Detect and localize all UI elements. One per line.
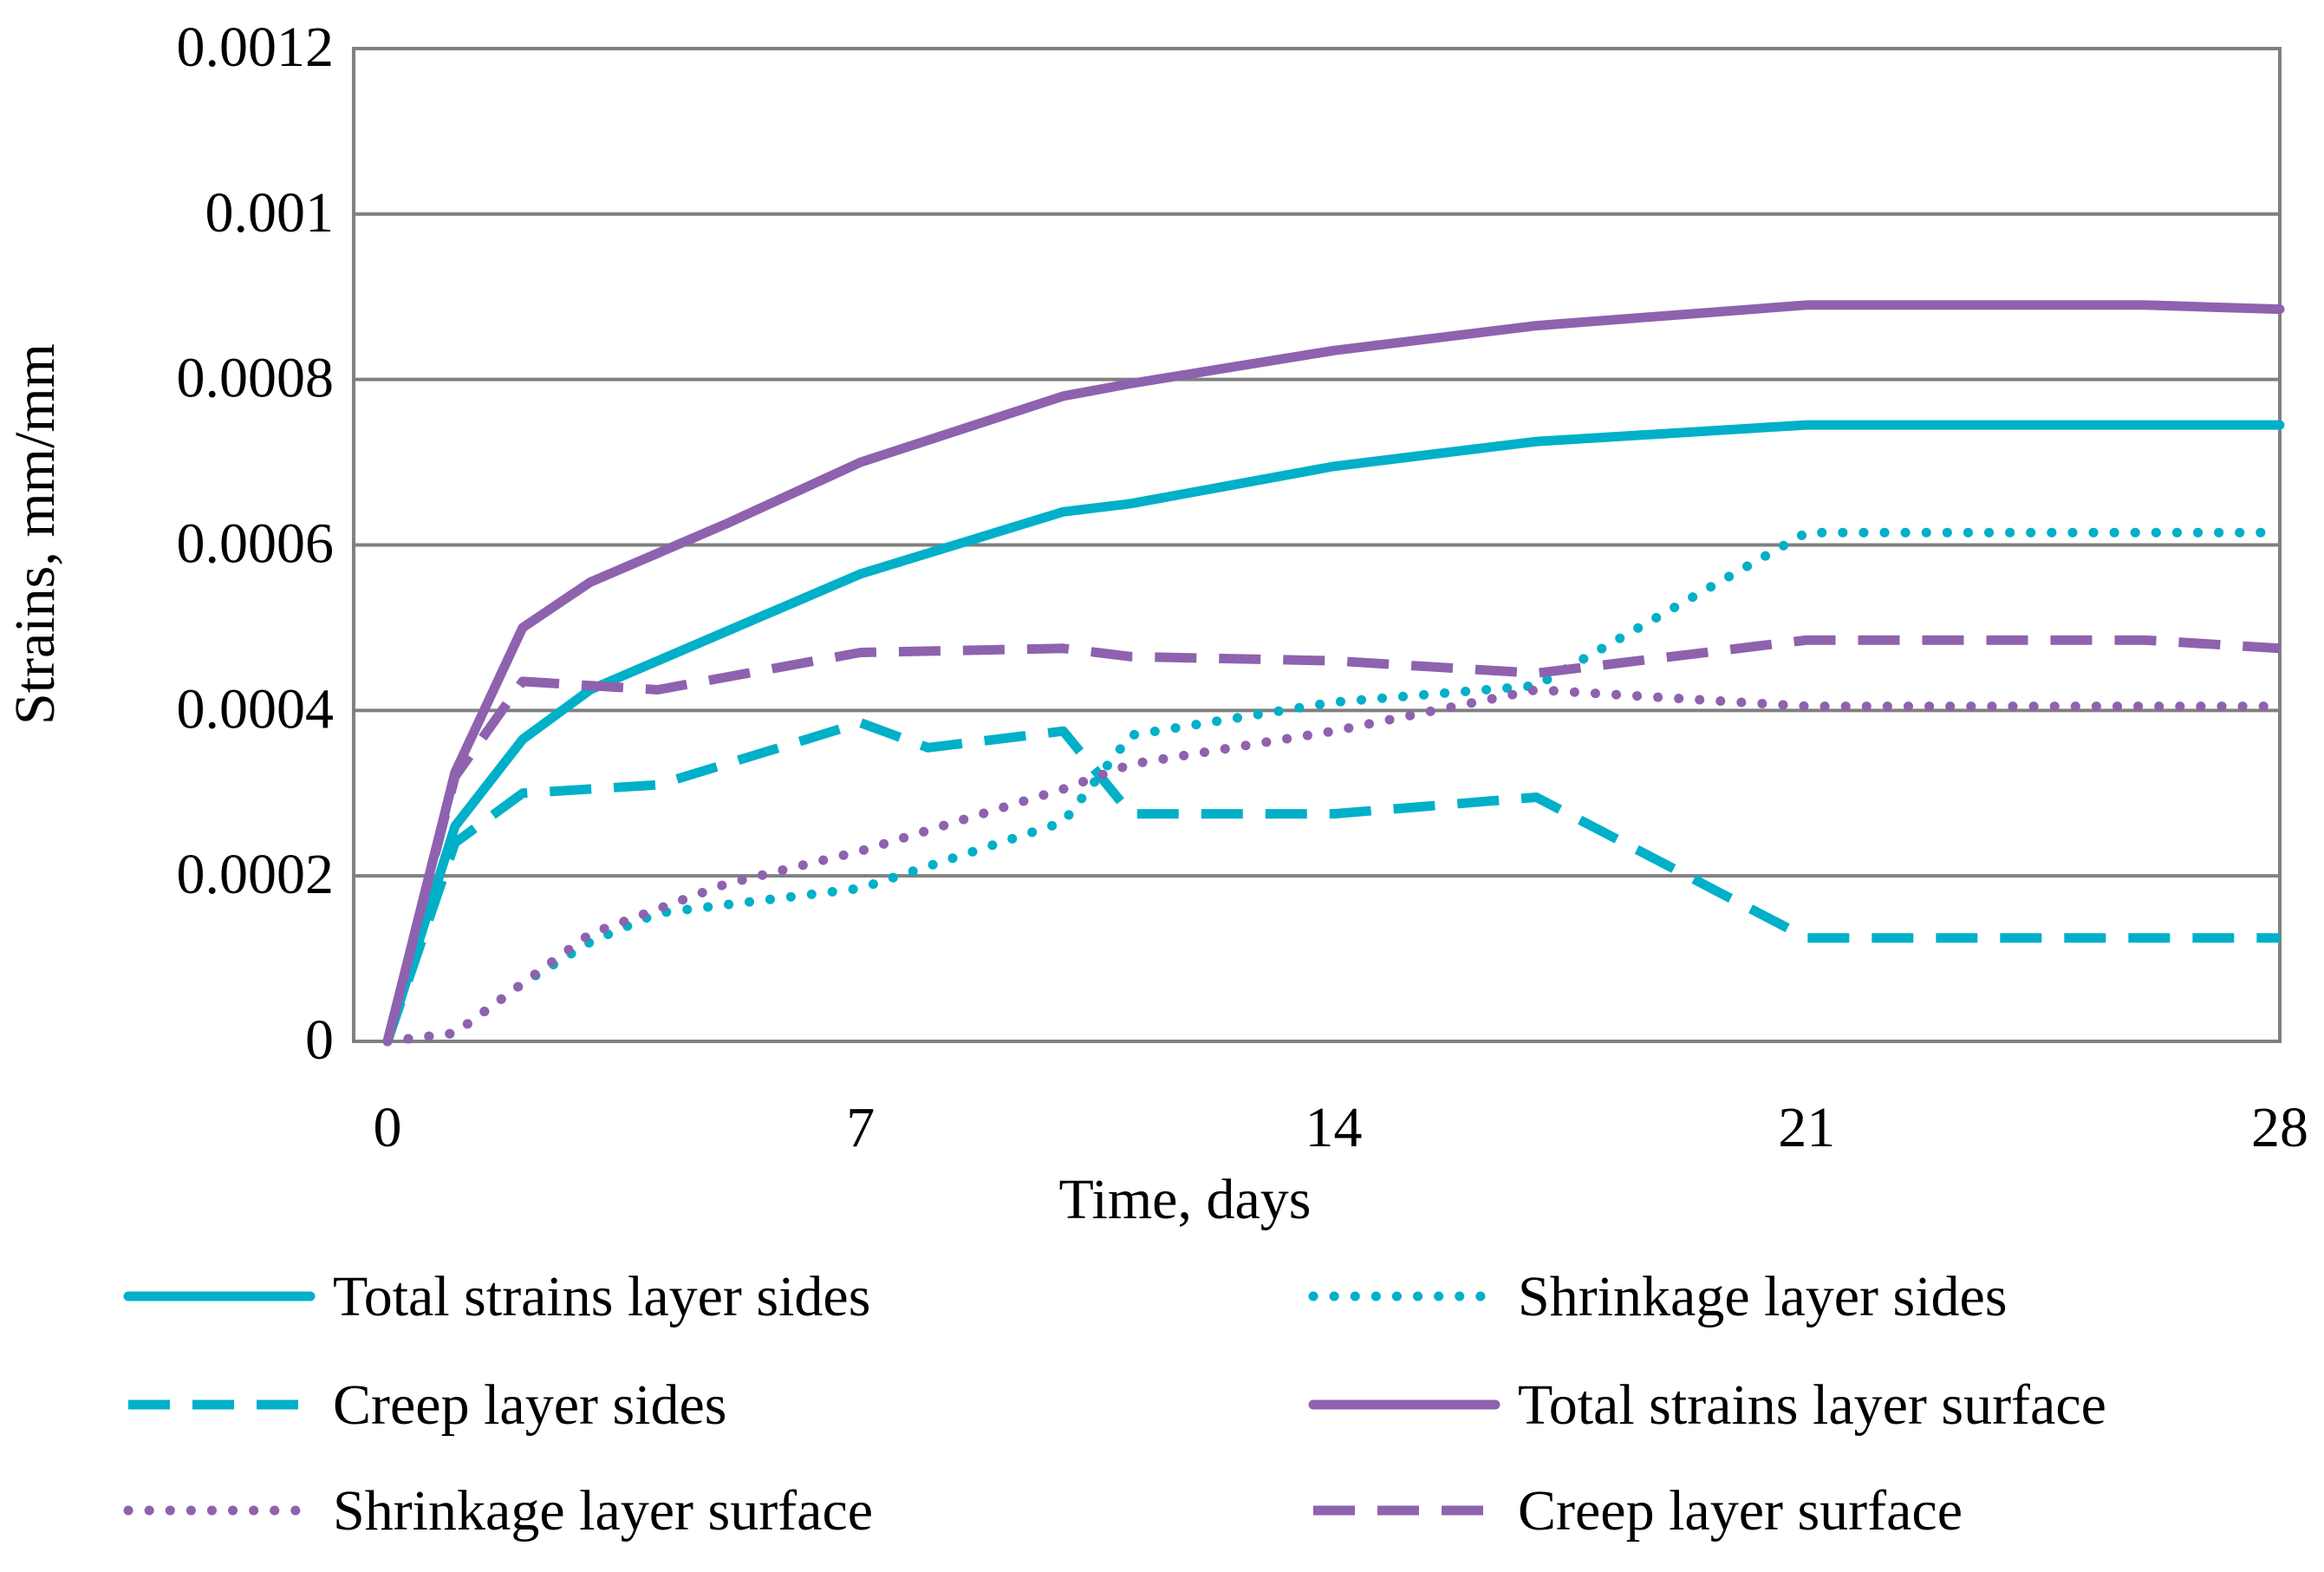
- legend-label: Total strains layer sides: [333, 1265, 870, 1328]
- y-tick-label: 0.0012: [177, 16, 335, 79]
- legend-item: Shrinkage layer surface: [123, 1479, 873, 1543]
- plot-frame: [352, 47, 2282, 1043]
- gridlines: [354, 47, 2280, 878]
- y-tick-label: 0: [305, 1008, 334, 1072]
- legend-item: Creep layer sides: [128, 1373, 727, 1437]
- series-line-shrinkage-layer-surface: [382, 685, 2285, 1047]
- legend-label: Total strains layer surface: [1518, 1373, 2106, 1437]
- y-tick-label: 0.001: [205, 181, 335, 245]
- series-line-creep-layer-sides: [382, 718, 2280, 1043]
- y-tick-label: 0.0008: [177, 347, 335, 410]
- y-tick-label: 0.0002: [177, 843, 335, 906]
- series-line-total-strains-layer-sides: [382, 420, 2285, 1047]
- x-axis-title: Time, days: [1059, 1168, 1312, 1231]
- legend-label: Shrinkage layer sides: [1518, 1265, 2008, 1328]
- legend-label: Shrinkage layer surface: [333, 1479, 873, 1543]
- x-tick-label: 21: [1778, 1096, 1835, 1159]
- legend-label: Creep layer sides: [333, 1373, 727, 1437]
- series-line-creep-layer-surface: [382, 635, 2281, 1043]
- y-axis-title: Strains, mm/mm: [3, 343, 67, 725]
- legend-item: Creep layer surface: [1313, 1479, 1963, 1543]
- series-line-total-strains-layer-surface: [382, 300, 2285, 1047]
- y-tick-label: 0.0004: [177, 677, 335, 740]
- x-tick-label: 0: [373, 1096, 401, 1159]
- legend-item: Shrinkage layer sides: [1308, 1265, 2008, 1328]
- x-tick-label: 28: [2251, 1096, 2308, 1159]
- y-tick-label: 0.0006: [177, 512, 335, 576]
- tick-labels: 0 0.0002 0.0004 0.0006 0.0008 0.001 0.0012 0 7 14…: [177, 16, 2309, 1159]
- series-line-shrinkage-layer-sides: [382, 527, 2285, 1047]
- x-tick-label: 14: [1305, 1096, 1362, 1159]
- legend-item: Total strains layer sides: [123, 1265, 870, 1328]
- legend-item: Total strains layer surface: [1308, 1373, 2106, 1437]
- series-lines: [382, 300, 2285, 1047]
- x-tick-label: 7: [846, 1096, 875, 1159]
- axes: [352, 47, 2282, 1043]
- legend: Total strains layer sides Shrinkage layer…: [123, 1265, 2106, 1543]
- legend-label: Creep layer surface: [1518, 1479, 1963, 1543]
